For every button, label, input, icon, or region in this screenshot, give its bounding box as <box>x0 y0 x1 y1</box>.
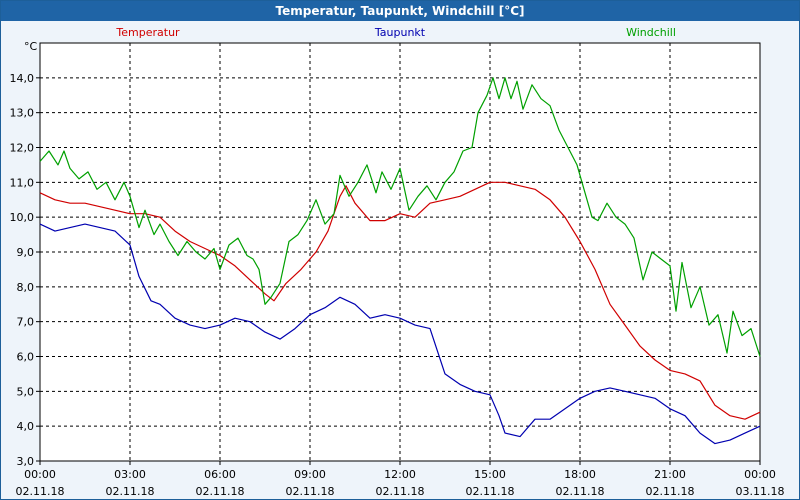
y-tick-label: 9,0 <box>17 246 35 259</box>
x-tick-date-label: 02.11.18 <box>556 485 605 498</box>
x-tick-date-label: 02.11.18 <box>286 485 335 498</box>
x-tick-date-label: 03.11.18 <box>736 485 785 498</box>
series-line-temperatur <box>39 181 761 420</box>
x-tick-time-label: 03:00 <box>114 468 146 481</box>
y-tick-label: 5,0 <box>17 385 35 398</box>
y-tick-label: 8,0 <box>17 281 35 294</box>
chart-title: Temperatur, Taupunkt, Windchill [°C] <box>1 1 799 21</box>
x-tick-date-label: 02.11.18 <box>466 485 515 498</box>
x-tick-date-label: 02.11.18 <box>106 485 155 498</box>
series-group <box>39 77 761 445</box>
x-tick-time-label: 00:00 <box>744 468 776 481</box>
grid <box>40 43 760 461</box>
x-tick-time-label: 09:00 <box>294 468 326 481</box>
series-line-taupunkt <box>39 223 761 445</box>
y-axis: 3,0 4,0 5,0 6,0 7,0 8,0 9,0 10,0 11,0 12,0 13,0 14,… <box>10 72 40 468</box>
y-tick-label: 11,0 <box>10 176 35 189</box>
x-tick-time-label: 12:00 <box>384 468 416 481</box>
y-tick-label: 4,0 <box>17 420 35 433</box>
x-tick-time-label: 15:00 <box>474 468 506 481</box>
x-tick-date-label: 02.11.18 <box>376 485 425 498</box>
x-axis: 00:00 02.11.18 03:00 02.11.18 06:00 02.11.18 0… <box>16 461 785 498</box>
y-tick-label: 12,0 <box>10 142 35 155</box>
y-axis-label: °C <box>24 40 38 53</box>
legend-entry-taupunkt: Taupunkt <box>374 26 426 39</box>
y-tick-label: 3,0 <box>17 455 35 468</box>
legend-entry-temperatur: Temperatur <box>115 26 180 39</box>
x-tick-date-label: 02.11.18 <box>646 485 695 498</box>
legend: Temperatur Taupunkt Windchill <box>115 26 676 39</box>
y-tick-label: 10,0 <box>10 211 35 224</box>
x-tick-date-label: 02.11.18 <box>196 485 245 498</box>
series-line-windchill <box>39 77 761 357</box>
x-tick-time-label: 06:00 <box>204 468 236 481</box>
x-tick-time-label: 18:00 <box>564 468 596 481</box>
y-tick-label: 14,0 <box>10 72 35 85</box>
x-tick-time-label: 21:00 <box>654 468 686 481</box>
y-tick-label: 7,0 <box>17 316 35 329</box>
y-tick-label: 13,0 <box>10 107 35 120</box>
x-tick-date-label: 02.11.18 <box>16 485 65 498</box>
legend-entry-windchill: Windchill <box>626 26 676 39</box>
x-tick-time-label: 00:00 <box>24 468 56 481</box>
y-tick-label: 6,0 <box>17 351 35 364</box>
